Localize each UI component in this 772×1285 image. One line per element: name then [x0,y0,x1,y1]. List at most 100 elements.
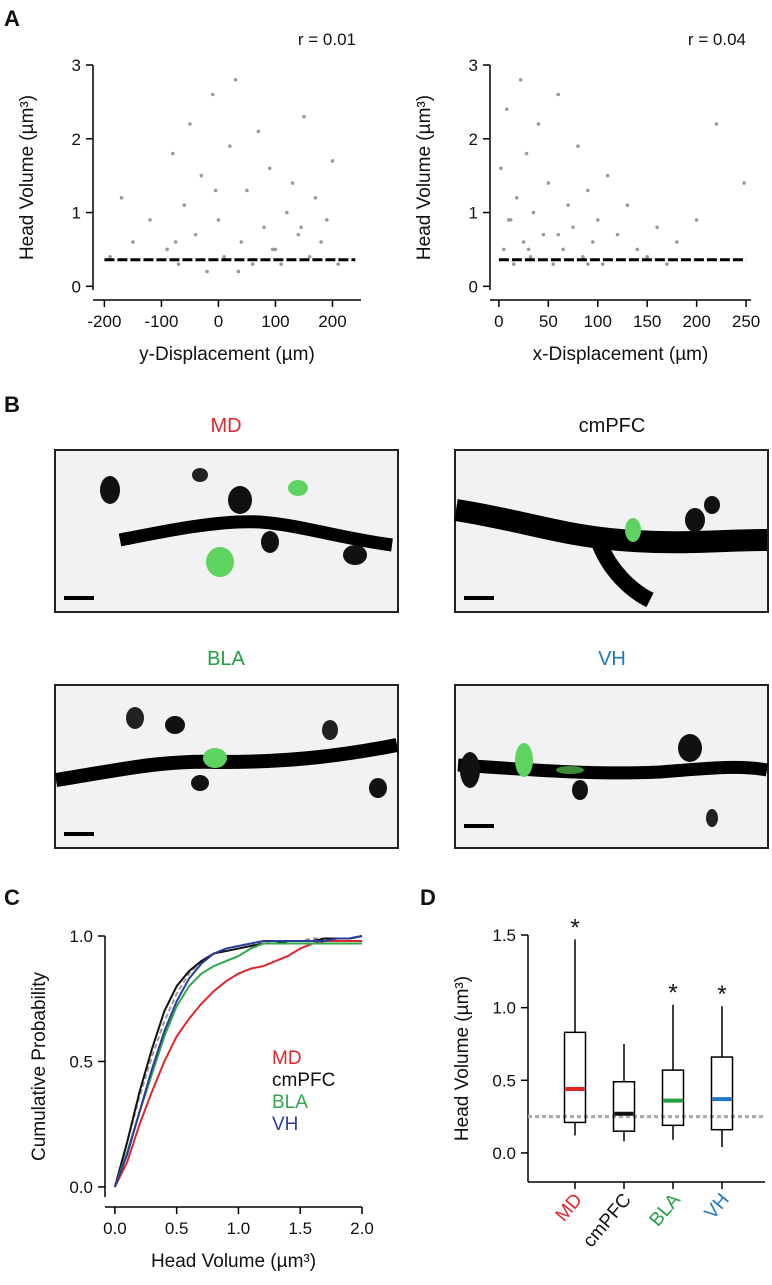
point [213,188,218,193]
panel-label: A [4,6,20,31]
x-tick-label: cmPFC [579,1190,636,1252]
point [505,107,509,112]
point [250,262,255,266]
y-axis-label: Head Volume (µm³) [414,95,435,260]
point [506,218,511,222]
point [551,262,556,266]
y-tick-label: 0 [72,277,81,296]
point [591,240,595,244]
point [521,240,526,244]
point [571,225,575,230]
point [518,77,523,82]
y-tick-label: 2 [72,130,81,149]
point [245,188,249,193]
panel-label: D [420,885,436,910]
series-line [113,942,362,1188]
y-axis-label: Head Volume (µm³) [452,976,473,1141]
y-tick-label: 0.0 [492,1144,516,1163]
x-tick-label: 200 [682,312,710,331]
micrograph [54,449,399,613]
y-axis-label: Cumulative Probability [29,971,50,1161]
point [273,247,278,252]
y-tick-label: 1.0 [492,999,516,1018]
point [336,262,340,266]
micrograph [454,449,769,613]
y-tick-label: 1 [72,204,81,223]
legend-entry: VH [272,1114,298,1135]
y-tick-label: 3 [469,56,478,75]
micrograph [454,684,769,849]
significance: * [717,981,726,1008]
y-axis-label: Head Volume (µm³) [17,95,38,260]
y-tick-label: 1.0 [69,927,93,946]
point [665,262,669,266]
x-tick-label: 0 [494,312,503,331]
point [586,188,590,193]
point [216,218,221,222]
point [302,114,306,119]
micrograph [54,684,399,849]
point [595,218,600,222]
point [581,255,585,259]
point [108,255,112,259]
significance: * [668,980,677,1007]
image-title: MD [210,415,241,437]
point [536,122,541,126]
point [511,262,516,266]
point [262,225,266,230]
point [514,195,519,200]
point [531,210,536,215]
y-tick-label: 0.5 [492,1071,516,1090]
point [236,269,241,274]
point [556,232,561,237]
panel-label: C [4,885,20,910]
y-tick-label: 0 [469,277,478,296]
legend-entry: cmPFC [272,1070,335,1091]
significance: * [570,914,579,941]
x-tick-label: 1.0 [227,1219,251,1238]
y-tick-label: 1.5 [492,926,516,945]
point [625,203,630,207]
point [119,195,124,200]
point [319,240,323,244]
x-tick-label: -100 [144,312,178,331]
image-title: VH [598,648,626,670]
box [563,1031,587,1124]
point [296,232,301,237]
x-tick-label: MD [552,1190,587,1226]
point [330,159,335,163]
point [546,181,551,185]
point [228,144,232,148]
x-tick-label: 0.5 [165,1219,189,1238]
box [612,1080,636,1132]
point [182,203,187,207]
point [279,262,283,266]
point [566,203,570,207]
series-line [113,940,362,1188]
point [148,218,152,222]
point [528,255,533,259]
micrographs [54,449,769,849]
image-title: cmPFC [579,415,646,437]
x-axis-label: Head Volume (µm³) [151,1251,316,1272]
panel-label: B [4,392,20,417]
point [645,255,649,259]
legend-entry: MD [272,1048,302,1069]
point [173,240,178,244]
x-tick-label: VH [701,1190,734,1224]
point [193,232,198,237]
point [270,247,275,252]
point [694,218,699,222]
point [188,122,192,126]
y-tick-label: 2 [469,130,478,149]
point [199,173,204,178]
box [661,1069,685,1127]
point [526,247,531,252]
x-tick-label: 2.0 [350,1219,374,1238]
point [576,144,580,148]
point [256,129,261,134]
point [714,122,719,126]
x-axis-label: x-Displacement (µm) [533,344,709,365]
y-tick-label: 0.5 [69,1052,93,1071]
